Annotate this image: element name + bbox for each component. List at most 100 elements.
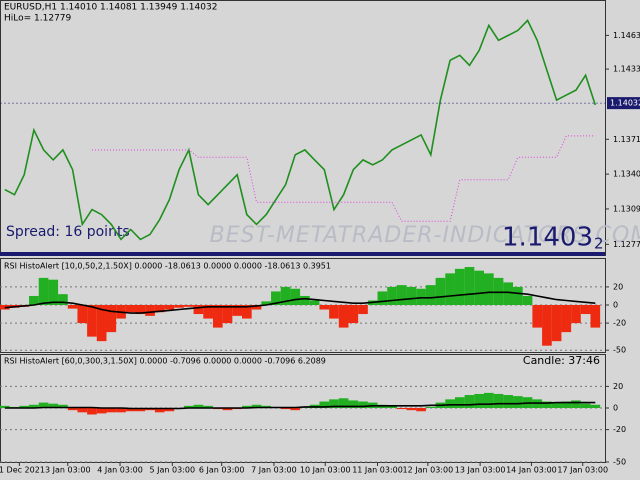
candle-timer: Candle: 37:46 — [523, 354, 600, 367]
histogram-bar — [116, 408, 126, 413]
histogram-bar — [571, 400, 581, 408]
histogram-bar — [29, 404, 39, 408]
histogram-bar — [0, 405, 10, 408]
y-tick-label: 1.13400 — [613, 170, 640, 179]
big-price: 1.1403 — [502, 223, 593, 253]
histogram-bar — [48, 279, 59, 305]
x-tick-label: 13 Jan 03:00 — [455, 466, 506, 475]
histogram-bar — [87, 408, 97, 415]
histogram-bar — [135, 305, 146, 315]
histogram-bar — [435, 277, 446, 305]
histogram-bar — [396, 408, 407, 410]
histogram-bar — [135, 408, 146, 412]
histogram-bar — [290, 408, 301, 411]
x-tick-label: 17 Jan 03:00 — [557, 466, 608, 475]
histogram-bar — [38, 402, 49, 408]
histogram-bar — [580, 305, 591, 315]
x-tick-label: 5 Jan 03:00 — [150, 466, 196, 475]
histogram-bar — [358, 305, 368, 315]
histogram-bar — [164, 408, 175, 412]
indicator-title: RSI HistoAlert [10,0,50,2,1.50X] 0.0000 … — [4, 262, 331, 271]
histogram-bar — [319, 401, 330, 408]
histogram-bar — [590, 305, 601, 328]
histogram-bar — [193, 305, 204, 315]
x-tick-label: 12 Jan 03:00 — [403, 466, 454, 475]
y-tick-label: 1.13090 — [613, 204, 640, 213]
histogram-bar — [387, 405, 397, 408]
histogram-bar — [513, 396, 523, 408]
series-line — [92, 135, 596, 222]
histogram-bar — [551, 305, 562, 342]
histogram-bar — [561, 401, 572, 408]
histogram-bar — [542, 401, 552, 408]
histogram-bar — [309, 300, 320, 305]
spread-label: Spread: 16 points — [6, 224, 130, 240]
x-tick-label: 14 Jan 03:00 — [506, 466, 557, 475]
indicator-title: RSI HistoAlert [60,0,300,3,1.50X] 0.0000… — [4, 357, 326, 366]
histogram-bar — [484, 392, 494, 408]
histogram-bar — [348, 400, 359, 408]
histogram-bar — [77, 305, 88, 324]
x-tick-label: 3 Jan 03:00 — [45, 466, 91, 475]
hilo-label: HiLo= 1.12779 — [4, 14, 72, 24]
histogram-bar — [474, 270, 484, 305]
histogram-bar — [590, 404, 601, 408]
histogram-bar — [251, 305, 262, 310]
series-line — [4, 19, 597, 241]
y-tick-label: 1.14335 — [613, 65, 640, 74]
histogram-bar — [503, 395, 514, 408]
histogram-bar — [125, 305, 136, 313]
x-tick-label: 10 Jan 03:00 — [300, 466, 351, 475]
histogram-bar — [484, 273, 494, 305]
histogram-bar — [29, 295, 39, 305]
histogram-bar — [445, 273, 455, 305]
current-price-tag — [607, 97, 640, 110]
histogram-bar — [542, 305, 552, 346]
histogram-bar — [416, 288, 426, 305]
histogram-bar — [77, 408, 88, 413]
histogram-bar — [387, 286, 397, 305]
histogram-bar — [87, 305, 97, 337]
histogram-bar — [183, 405, 194, 408]
histogram-bar — [154, 408, 165, 413]
histogram-bar — [319, 305, 330, 310]
watermark: BEST-METATRADER-INDICATORS.COM — [210, 223, 640, 248]
histogram-bar — [193, 404, 204, 408]
histogram-bar — [561, 305, 572, 333]
histogram-bar — [222, 408, 233, 411]
histogram-bar — [425, 406, 436, 408]
series-line — [4, 291, 596, 314]
histogram-bar — [280, 408, 291, 410]
histogram-bar — [445, 399, 455, 408]
panel-separator — [0, 252, 605, 256]
y-tick-label: 20 — [613, 282, 623, 291]
y-tick-label: 1.14635 — [613, 31, 640, 40]
y-tick-label: 0 — [613, 404, 618, 413]
histogram-bar — [125, 408, 136, 412]
y-tick-label: -50 — [613, 458, 626, 467]
histogram-bar — [19, 405, 30, 408]
histogram-bar — [154, 305, 165, 313]
histogram-bar — [106, 305, 117, 333]
histogram-bar — [183, 305, 194, 307]
y-tick-label: 1.13710 — [613, 135, 640, 144]
x-tick-label: 6 Jan 03:00 — [199, 466, 245, 475]
x-tick-label: 7 Jan 03:00 — [251, 466, 297, 475]
histogram-bar — [290, 288, 301, 305]
y-tick-label: 1.12775 — [613, 240, 640, 249]
big-price-digit: 2 — [594, 235, 604, 253]
y-tick-label: 20 — [613, 382, 623, 391]
histogram-bar — [232, 305, 242, 316]
histogram-bar — [513, 286, 523, 305]
histogram-bar — [96, 408, 107, 414]
histogram-bar — [106, 408, 117, 413]
histogram-bar — [251, 404, 262, 408]
y-tick-label: -50 — [613, 346, 626, 355]
histogram-bar — [377, 291, 388, 305]
histogram-bar — [300, 295, 310, 305]
histogram-bar — [145, 305, 155, 316]
histogram-bar — [280, 286, 291, 305]
histogram-bar — [406, 408, 417, 411]
histogram-bar — [58, 294, 68, 305]
